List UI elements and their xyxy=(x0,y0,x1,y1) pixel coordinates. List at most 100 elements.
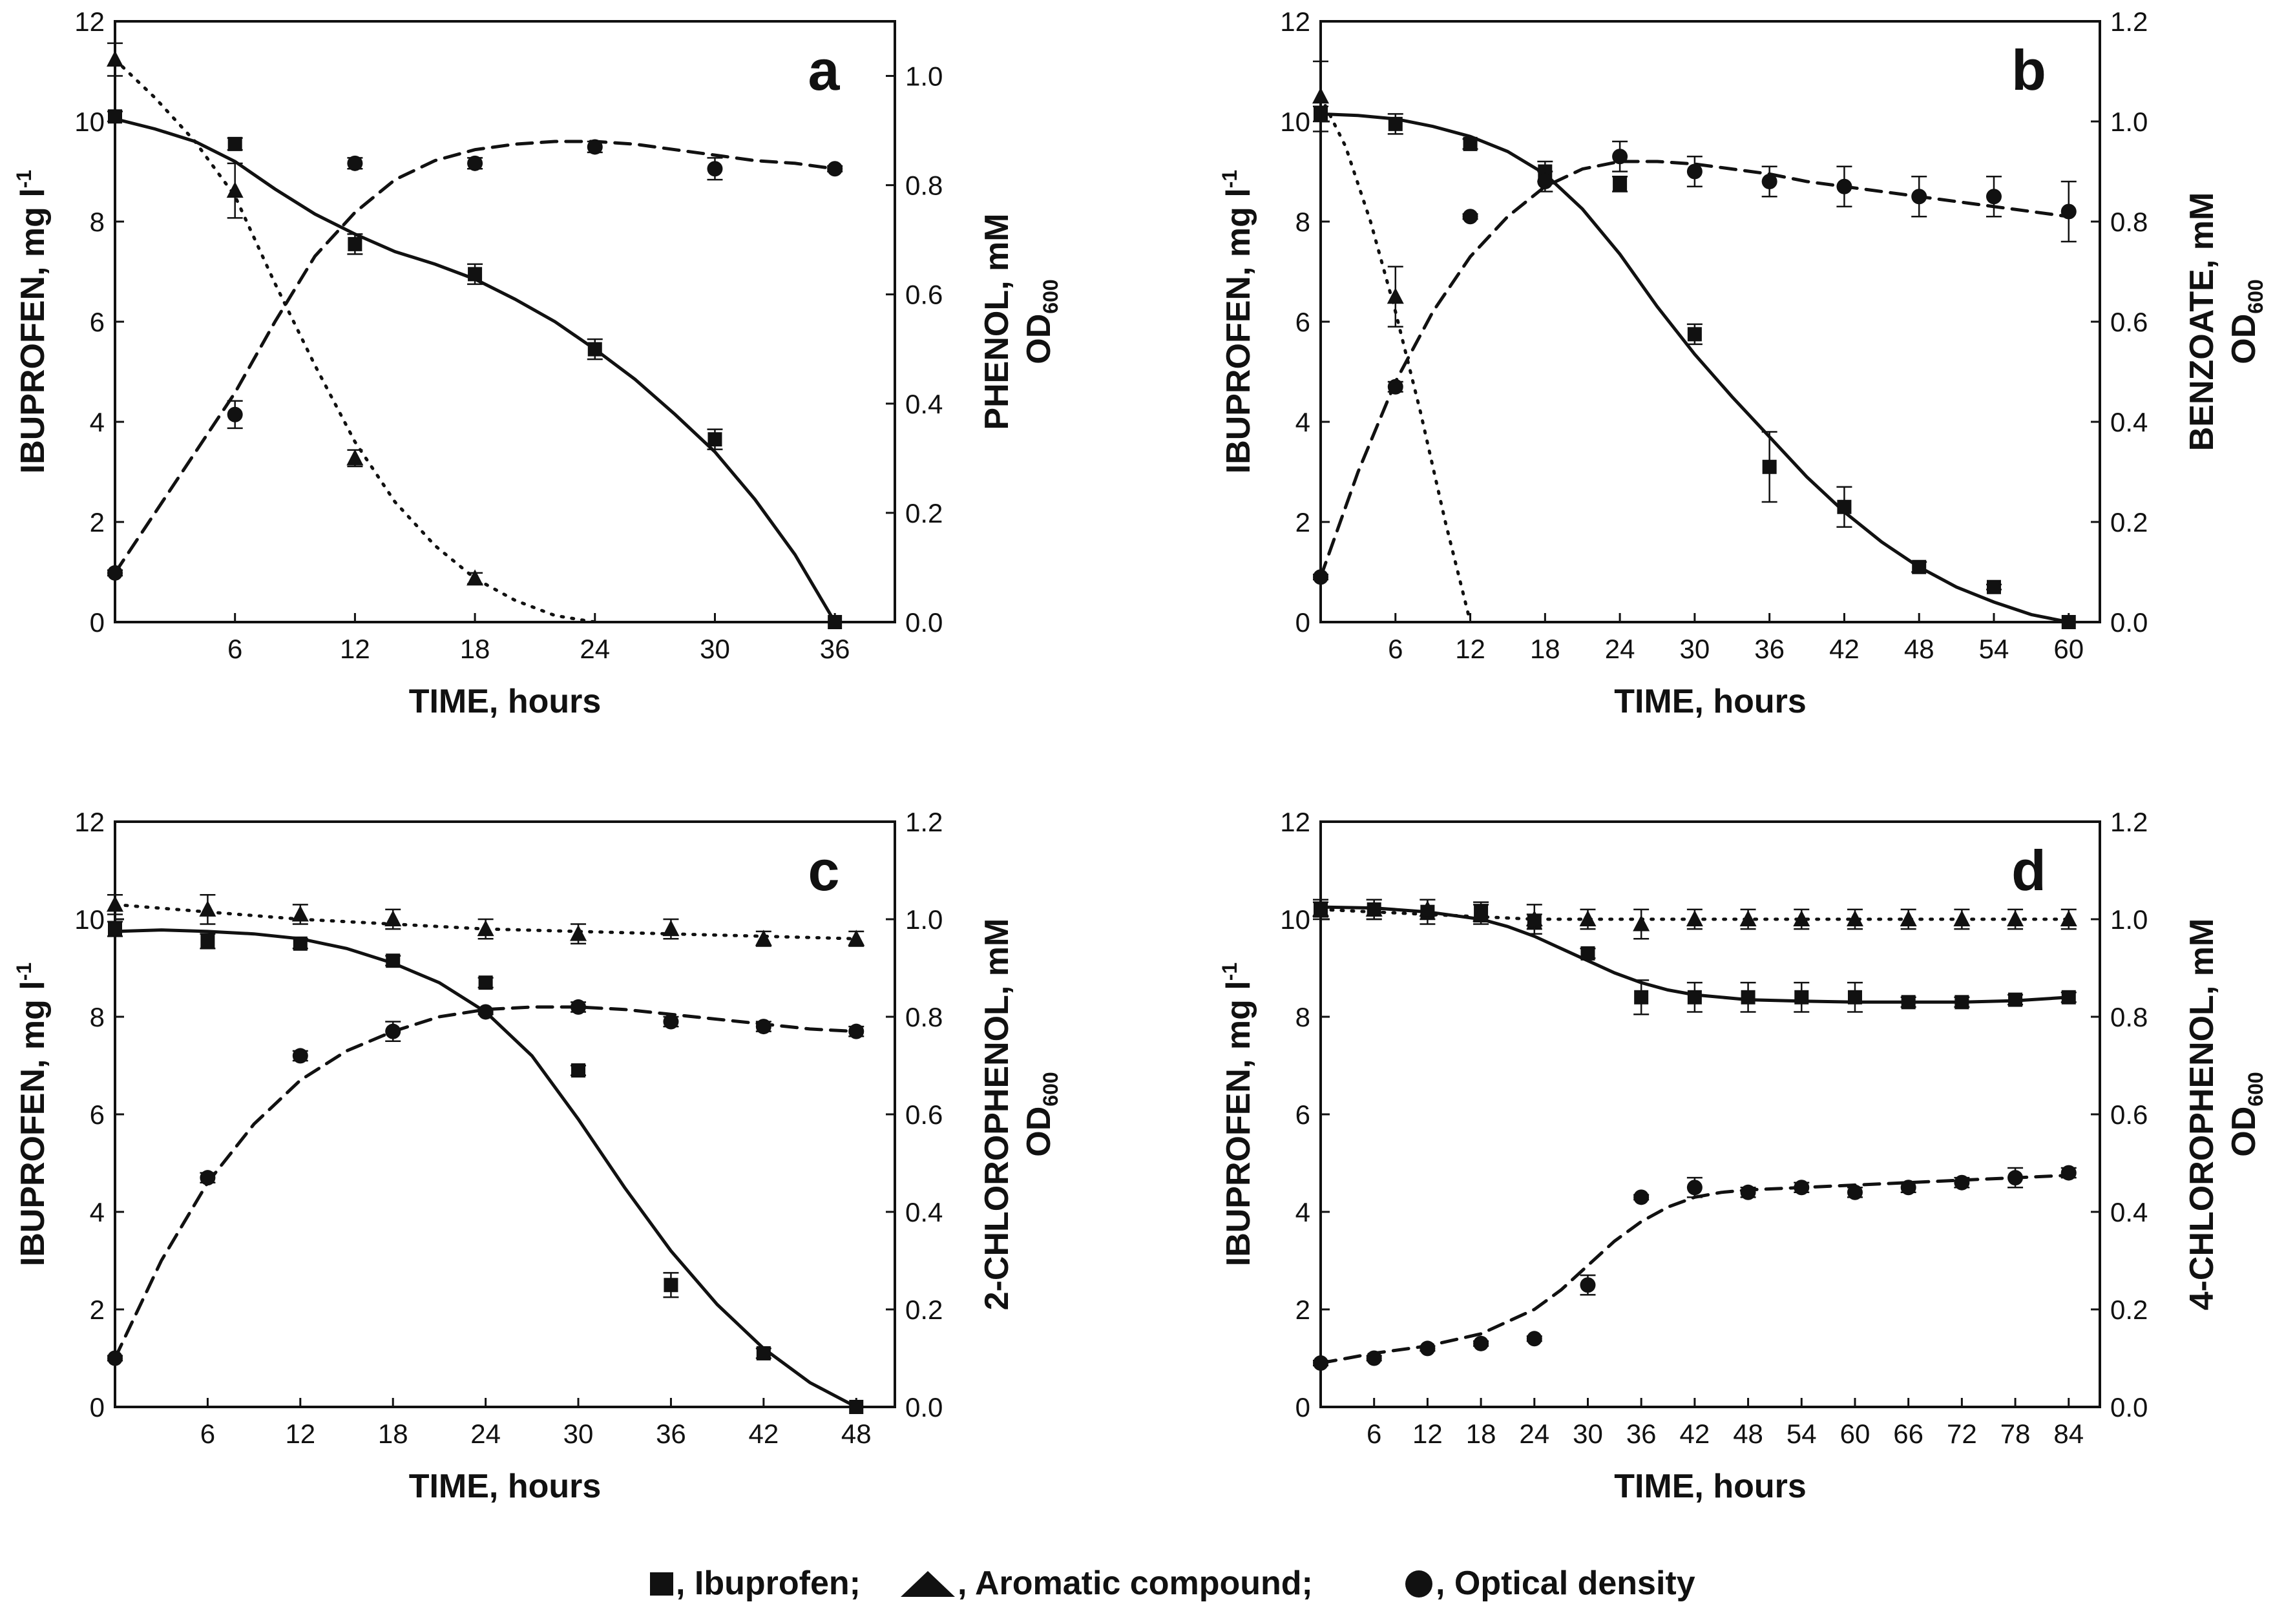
data-point-square xyxy=(1580,946,1595,961)
data-point-circle xyxy=(1420,1340,1436,1357)
x-tick-label: 42 xyxy=(748,1419,779,1449)
data-point-triangle xyxy=(1419,900,1436,917)
y-tick-label: 2 xyxy=(1295,1295,1310,1325)
data-point-circle xyxy=(347,155,363,171)
y2-tick-label: 0.6 xyxy=(2110,307,2148,337)
y-tick-label: 10 xyxy=(74,904,105,935)
x-tick-label: 12 xyxy=(340,634,370,664)
y-tick-label: 10 xyxy=(1280,107,1310,137)
data-point-circle xyxy=(663,1014,679,1030)
data-point-triangle xyxy=(1312,87,1329,104)
y-tick-label: 4 xyxy=(90,1197,105,1227)
data-point-circle xyxy=(707,161,723,177)
legend: , Ibuprofen; , Aromatic compound; , Opti… xyxy=(650,1565,1695,1602)
data-point-circle xyxy=(477,1004,494,1020)
x-tick-label: 60 xyxy=(2053,634,2084,664)
data-point-circle xyxy=(1462,209,1478,225)
data-point-square xyxy=(1634,990,1649,1005)
y-tick-label: 10 xyxy=(74,107,105,137)
y-axis-label: IBUPROFEN, mg l-1 xyxy=(1218,170,1257,474)
data-point-triangle xyxy=(466,569,484,586)
y-tick-label: 0 xyxy=(1295,1392,1310,1422)
panel-label: c xyxy=(808,838,840,902)
data-point-triangle xyxy=(1472,905,1490,922)
y2-tick-label: 0.2 xyxy=(905,1295,943,1325)
y-tick-label: 6 xyxy=(90,1099,105,1130)
y-tick-label: 8 xyxy=(90,207,105,237)
data-point-triangle xyxy=(346,449,364,466)
fit-curve-dashed xyxy=(1321,160,2071,579)
data-point-circle xyxy=(1686,163,1703,180)
x-tick-label: 30 xyxy=(1573,1419,1603,1449)
y3-axis-label: OD600 xyxy=(1020,279,1062,364)
y-tick-label: 10 xyxy=(1280,904,1310,935)
data-point-circle xyxy=(848,1023,865,1039)
x-tick-label: 18 xyxy=(1466,1419,1496,1449)
data-point-circle xyxy=(2060,203,2077,220)
y3-axis-label: OD600 xyxy=(2225,279,2267,364)
x-axis-label: TIME, hours xyxy=(1614,1468,1807,1505)
x-tick-label: 18 xyxy=(1530,634,1560,664)
data-point-circle xyxy=(1954,1174,1970,1191)
y-tick-label: 6 xyxy=(90,307,105,337)
x-tick-label: 18 xyxy=(460,634,490,664)
data-point-square xyxy=(571,1063,586,1078)
data-point-triangle xyxy=(107,50,123,67)
data-point-circle xyxy=(467,155,483,171)
x-tick-label: 24 xyxy=(1605,634,1635,664)
y-tick-label: 12 xyxy=(74,807,105,837)
data-point-circle xyxy=(1847,1184,1863,1200)
chart-panel-d: 6 12 18 24 30 36 42 48 54 60 66 72 78 840246810120.00… xyxy=(1218,807,2267,1505)
fit-curve-solid xyxy=(115,928,858,1407)
data-point-square xyxy=(707,432,722,447)
data-point-circle xyxy=(1313,1355,1328,1371)
y-tick-label: 2 xyxy=(90,507,105,537)
legend-aromatic-label: , Aromatic compound; xyxy=(958,1565,1313,1602)
data-point-circle xyxy=(755,1019,771,1035)
chart-panel-b: 6 12 18 24 30 36 42 48 54 600246810120.00.20.40.6… xyxy=(1218,6,2267,720)
data-point-square xyxy=(1388,116,1403,131)
data-point-square xyxy=(1463,136,1478,151)
x-tick-label: 30 xyxy=(563,1419,594,1449)
data-point-circle xyxy=(385,1023,401,1039)
data-point-triangle xyxy=(1633,915,1650,932)
x-axis-label: TIME, hours xyxy=(409,1468,602,1505)
y2-tick-label: 0.2 xyxy=(905,498,943,528)
data-point-circle xyxy=(2060,1165,2077,1181)
x-tick-label: 18 xyxy=(378,1419,408,1449)
y2-tick-label: 0.8 xyxy=(905,1002,943,1032)
y-tick-label: 6 xyxy=(1295,1099,1310,1130)
data-point-circle xyxy=(1761,174,1777,189)
data-point-square xyxy=(1847,990,1862,1005)
data-point-triangle xyxy=(570,924,587,941)
x-tick-label: 48 xyxy=(1904,634,1934,664)
panels: 6 12 18 24 30 360246810120.00.20.40.60.81.0TI… xyxy=(12,6,2267,1505)
y-tick-label: 0 xyxy=(90,607,105,638)
plot-frame xyxy=(114,820,896,1408)
y-tick-label: 12 xyxy=(74,6,105,37)
data-point-square xyxy=(587,342,602,357)
fit-curve-dashed xyxy=(1321,1173,2071,1365)
data-point-circle xyxy=(1537,174,1553,189)
x-tick-label: 42 xyxy=(1829,634,1860,664)
y-tick-label: 2 xyxy=(1295,507,1310,537)
x-tick-label: 24 xyxy=(470,1419,501,1449)
panel-label: b xyxy=(2011,38,2046,102)
data-point-square xyxy=(1762,459,1777,474)
y2-tick-label: 0.0 xyxy=(2110,607,2148,638)
y2-axis-label: 4-CHLOROPHENOL, mM xyxy=(2183,919,2221,1311)
data-point-circle xyxy=(1366,1350,1382,1366)
y3-axis-label: OD600 xyxy=(1020,1072,1062,1156)
data-point-square xyxy=(1837,499,1852,514)
y2-tick-label: 0.0 xyxy=(905,1392,943,1422)
x-axis-label: TIME, hours xyxy=(409,683,602,720)
data-point-circle xyxy=(1794,1180,1810,1196)
data-point-circle xyxy=(1911,189,1927,205)
data-point-circle xyxy=(827,161,843,177)
y-axis-label: IBUPROFEN, mg l-1 xyxy=(1218,963,1257,1266)
x-tick-label: 6 xyxy=(1388,634,1403,664)
legend-square-marker xyxy=(650,1572,673,1596)
data-point-square xyxy=(348,236,362,251)
y-tick-label: 4 xyxy=(90,407,105,437)
x-axis-label: TIME, hours xyxy=(1614,683,1807,720)
